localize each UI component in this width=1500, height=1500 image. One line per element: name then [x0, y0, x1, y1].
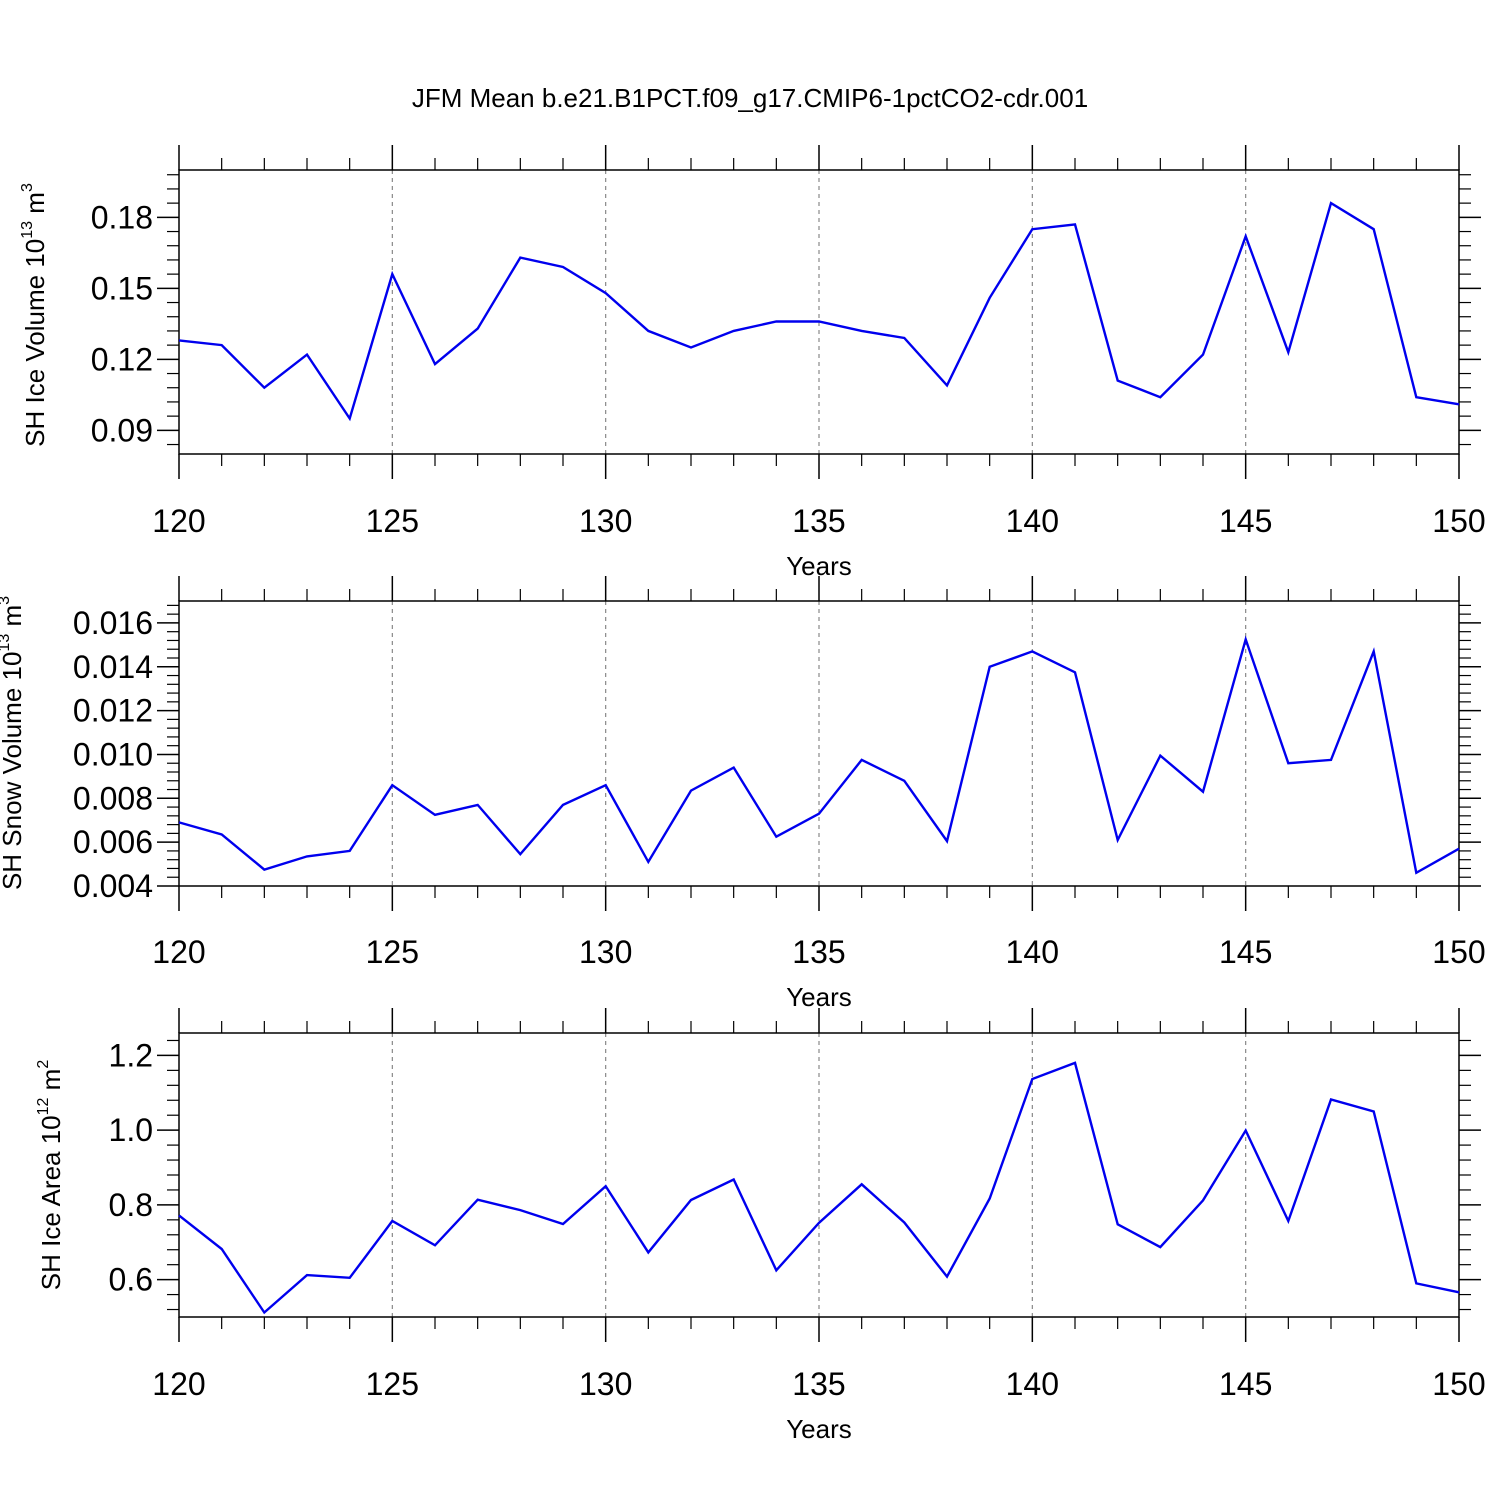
series-line — [178, 1061, 1460, 1315]
x-tick-label: 120 — [152, 1366, 205, 1402]
y-axis-title: SH Ice Volume 1013 m3 — [19, 183, 50, 447]
y-axis-title-unit-exp: 2 — [35, 1060, 52, 1069]
y-axis-title-unit: m — [20, 192, 50, 221]
y-tick-label: 0.15 — [91, 270, 153, 306]
y-tick-label: 0.010 — [73, 736, 153, 772]
y-axis-title-unit: m — [36, 1069, 66, 1098]
y-axis-title: SH Ice Area 1012 m2 — [35, 1060, 66, 1291]
chart-title: JFM Mean b.e21.B1PCT.f09_g17.CMIP6-1pctC… — [412, 83, 1088, 113]
panel-3: 0.6 0.8 1.0 1.2 120 125 130 135 140 145 150 Years SH… — [35, 1008, 1486, 1444]
y-axis-title-exp: 12 — [35, 1097, 52, 1115]
panels: 0.09 0.12 0.15 0.18 120 125 130 135 140 145 150 Yea… — [0, 145, 1486, 1444]
x-tick-label: 135 — [792, 1366, 845, 1402]
y-axis-title-unit-exp: 3 — [0, 596, 13, 605]
x-tick-label: 125 — [366, 503, 419, 539]
x-tick-label: 120 — [152, 934, 205, 970]
x-axis-title: Years — [786, 982, 852, 1012]
x-tick-label: 120 — [152, 503, 205, 539]
x-axis-title: Years — [786, 1414, 852, 1444]
series-line — [178, 201, 1460, 422]
y-axis-title: SH Snow Volume 1013 m3 — [0, 596, 27, 890]
x-tick-label: 125 — [366, 934, 419, 970]
x-tick-label: 150 — [1432, 503, 1485, 539]
y-tick-label: 1.2 — [109, 1037, 153, 1073]
y-tick-label: 0.8 — [109, 1187, 153, 1223]
x-tick-label: 140 — [1006, 1366, 1059, 1402]
y-tick-label: 0.008 — [73, 780, 153, 816]
y-tick-label: 0.014 — [73, 649, 153, 685]
series-line — [178, 635, 1460, 875]
x-tick-label: 130 — [579, 934, 632, 970]
y-tick-label: 0.09 — [91, 412, 153, 448]
x-tick-label: 145 — [1219, 503, 1272, 539]
x-tick-label: 135 — [792, 934, 845, 970]
x-tick-label: 140 — [1006, 503, 1059, 539]
y-axis-title-main: SH Ice Volume 10 — [20, 239, 50, 447]
x-tick-label: 125 — [366, 1366, 419, 1402]
y-axis-title-unit: m — [0, 605, 27, 634]
panel-2: 0.004 0.006 0.008 0.010 0.012 0.014 0.016 120 12… — [0, 576, 1486, 1012]
y-tick-label: 0.016 — [73, 605, 153, 641]
y-tick-label: 0.004 — [73, 868, 153, 904]
y-axis-title-unit-exp: 3 — [19, 183, 36, 192]
x-tick-label: 145 — [1219, 934, 1272, 970]
y-tick-label: 1.0 — [109, 1112, 153, 1148]
x-tick-label: 150 — [1432, 1366, 1485, 1402]
y-tick-label: 0.012 — [73, 693, 153, 729]
y-tick-label: 0.18 — [91, 199, 153, 235]
x-tick-label: 135 — [792, 503, 845, 539]
x-tick-label: 130 — [579, 503, 632, 539]
x-tick-label: 130 — [579, 1366, 632, 1402]
y-axis-title-exp: 13 — [19, 221, 36, 239]
y-axis-title-main: SH Snow Volume 10 — [0, 652, 27, 890]
x-tick-label: 150 — [1432, 934, 1485, 970]
y-tick-label: 0.12 — [91, 341, 153, 377]
x-tick-label: 140 — [1006, 934, 1059, 970]
y-tick-label: 0.6 — [109, 1262, 153, 1298]
y-axis-title-exp: 13 — [0, 634, 13, 652]
y-tick-label: 0.006 — [73, 824, 153, 860]
x-tick-label: 145 — [1219, 1366, 1272, 1402]
y-axis-title-main: SH Ice Area 10 — [36, 1115, 66, 1290]
